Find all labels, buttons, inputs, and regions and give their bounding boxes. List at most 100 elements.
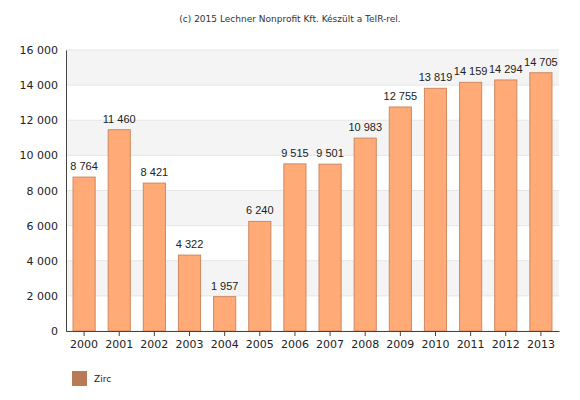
x-tick-label: 2010 [421,338,449,351]
grid [66,50,559,331]
x-tick-label: 2013 [527,338,555,351]
x-axis: 2000 2001 2002 2003 2004 2005 2006 2007 2008 2009… [67,331,560,351]
y-tick: 2 000 [27,290,67,303]
x-tick-mark [365,331,366,336]
grid-band [66,120,559,155]
y-tick-label: 14 000 [20,79,59,92]
grid-line [66,295,559,296]
bar [214,297,236,331]
x-tick: 2013 [527,331,555,351]
data-label: 13 819 [419,71,453,83]
data-label: 14 294 [489,63,523,75]
bars [73,73,552,331]
y-tick-label: 12 000 [20,114,59,127]
bar [460,82,482,331]
y-tick-label: 6 000 [27,220,59,233]
y-tick-label: 2 000 [27,290,59,303]
data-label: 10 983 [348,121,382,133]
bar [495,80,517,331]
bar [108,130,130,331]
grid-band [66,191,559,226]
y-tick: 6 000 [27,220,67,233]
bar [530,73,552,331]
x-tick-mark [505,331,506,336]
x-tick: 2005 [246,331,274,351]
grid-line [66,155,559,156]
grid-line [66,331,559,332]
bar [284,164,306,331]
x-tick: 2002 [140,331,168,351]
x-tick: 2006 [281,331,309,351]
data-labels: 8 76411 4608 4214 3221 9576 2409 5159 50… [70,56,557,292]
y-tick-label: 8 000 [27,185,59,198]
x-tick-mark [189,331,190,336]
x-tick-mark [435,331,436,336]
x-tick-label: 2005 [246,338,274,351]
grid-band [66,261,559,296]
x-tick-mark [119,331,120,336]
legend-label: Zirc [94,374,111,384]
data-label: 4 322 [176,238,204,250]
legend: Zirc [72,371,111,386]
bar [143,183,165,331]
x-tick-label: 2000 [70,338,98,351]
bar [178,255,200,331]
data-label: 9 515 [281,147,309,159]
grid-line [66,50,559,51]
x-tick: 2004 [211,331,239,351]
grid-line [66,85,559,86]
x-tick-mark [84,331,85,336]
x-tick-label: 2004 [211,338,239,351]
x-tick-mark [540,331,541,336]
bar [424,88,446,331]
x-tick-label: 2003 [176,338,204,351]
y-tick: 14 000 [20,79,67,92]
grid-band [66,50,559,85]
grid-line [66,225,559,226]
bar [389,107,411,331]
x-tick-label: 2012 [492,338,520,351]
x-tick: 2011 [457,331,485,351]
x-tick-label: 2008 [351,338,379,351]
data-label: 14 159 [454,65,488,77]
data-label: 11 460 [103,113,136,125]
y-tick-label: 10 000 [20,149,59,162]
bar [73,177,95,331]
y-tick-label: 16 000 [20,44,59,57]
data-label: 12 755 [384,90,418,102]
x-tick-mark [400,331,401,336]
grid-line [66,120,559,121]
y-tick: 4 000 [27,255,67,268]
data-label: 9 501 [316,147,344,159]
bar [354,138,376,331]
x-tick: 2000 [70,331,98,351]
legend-swatch [72,371,87,386]
y-axis: 0 2 000 4 000 6 000 8 000 10 000 12 000 14 000 1… [20,44,67,338]
bar [319,164,341,331]
data-label: 6 240 [246,204,274,216]
y-tick-label: 4 000 [27,255,59,268]
x-tick: 2003 [176,331,204,351]
x-tick: 2007 [316,331,344,351]
grid-line [66,260,559,261]
y-tick: 8 000 [27,185,67,198]
y-tick: 12 000 [20,114,67,127]
x-tick-mark [154,331,155,336]
y-tick: 0 [51,325,66,338]
y-tick: 10 000 [20,149,67,162]
chart-title: (c) 2015 Lechner Nonprofit Kft. Készült … [179,14,400,24]
x-tick-label: 2009 [386,338,414,351]
x-tick-mark [470,331,471,336]
grid-line [66,190,559,191]
x-tick-label: 2001 [105,338,133,351]
x-tick: 2012 [492,331,520,351]
x-tick-label: 2011 [457,338,485,351]
x-axis-line [67,331,560,332]
x-tick: 2008 [351,331,379,351]
x-tick-mark [259,331,260,336]
x-tick-label: 2007 [316,338,344,351]
y-tick-label: 0 [51,325,58,338]
x-tick-label: 2002 [140,338,168,351]
x-tick: 2010 [421,331,449,351]
x-tick: 2001 [105,331,133,351]
